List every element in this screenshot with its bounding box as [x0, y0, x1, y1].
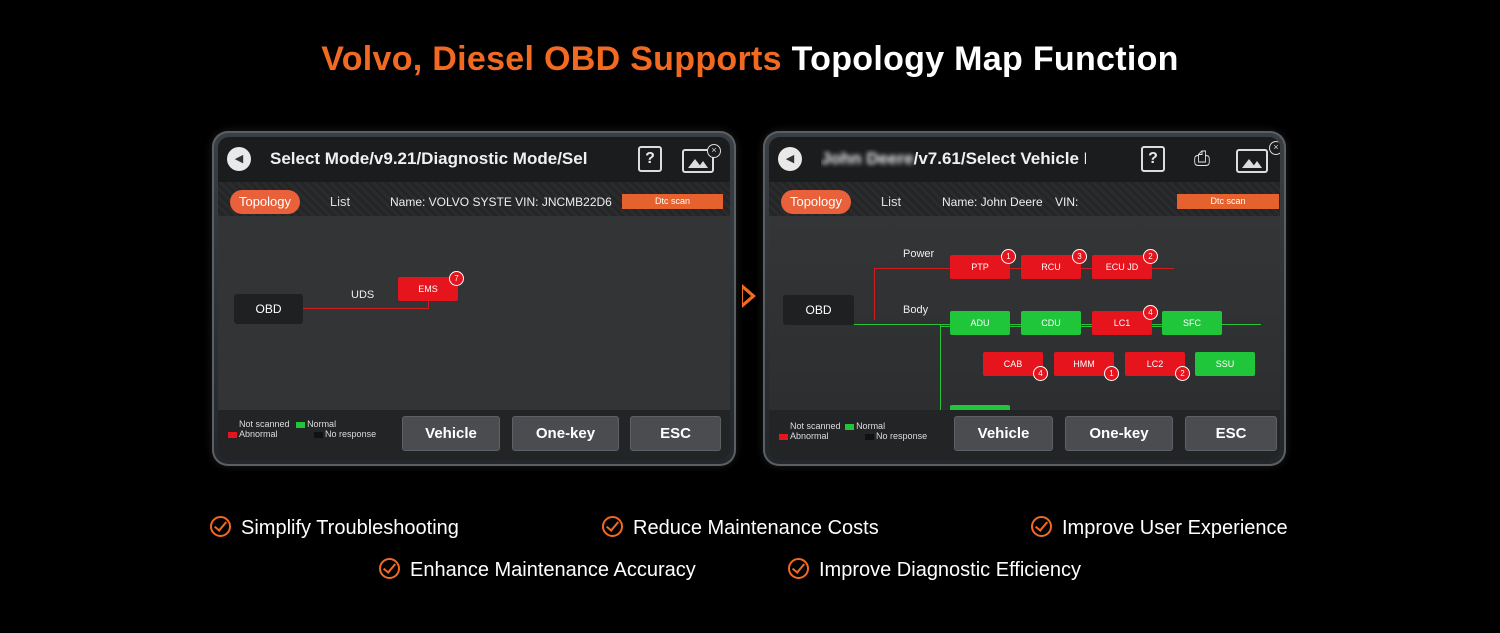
dtc-count-badge: 1 — [1104, 366, 1119, 381]
esc-button[interactable]: ESC — [1185, 416, 1277, 451]
vehicle-name-vin: Name: VOLVO SYSTE VIN: JNCMB22D6LU0 — [390, 195, 612, 209]
right-bottombar: Not scanned Normal Abnormal No response … — [769, 410, 1280, 460]
esc-button[interactable]: ESC — [630, 416, 721, 451]
headline-rest: Topology Map Function — [791, 40, 1179, 78]
check-circle-icon — [379, 558, 400, 579]
connection-line — [303, 308, 429, 309]
back-icon[interactable]: ◀ — [227, 147, 251, 171]
breadcrumb-path: Select Mode/v9.21/Diagnostic Mode/Sele — [270, 149, 588, 168]
help-icon[interactable]: ? — [638, 146, 662, 172]
ecu-node-rcu[interactable]: RCU — [1021, 255, 1081, 279]
check-circle-icon — [210, 516, 231, 537]
right-screen: ◀ John Deere/v7.61/Select Vehicle M ? ⎙ … — [769, 137, 1280, 460]
dtc-count-badge: 4 — [1033, 366, 1048, 381]
ecu-node-ecu-jd[interactable]: ECU JD — [1092, 255, 1152, 279]
headline-highlight: Volvo, Diesel OBD Supports — [321, 40, 782, 78]
feature-text: Reduce Maintenance Costs — [633, 517, 879, 539]
breadcrumb-path: John Deere/v7.61/Select Vehicle M — [821, 149, 1086, 169]
left-screen: ◀ Select Mode/v9.21/Diagnostic Mode/Sele… — [218, 137, 730, 460]
feature-text: Enhance Maintenance Accuracy — [410, 559, 696, 581]
vehicle-report-button[interactable]: Vehicle Report — [402, 416, 500, 460]
feature-item: Improve User Experience — [1031, 516, 1288, 540]
one-key-erasure-button[interactable]: One-key erasure — [512, 416, 619, 460]
screenshot-icon[interactable] — [1236, 149, 1268, 173]
check-circle-icon — [602, 516, 623, 537]
ecu-node-sfc[interactable]: SFC — [1162, 311, 1222, 335]
dtc-count-badge: 2 — [1143, 249, 1158, 264]
vehicle-report-button[interactable]: Vehicle Report — [954, 416, 1053, 460]
dtc-scan-button[interactable]: Dtc scan — [1177, 194, 1279, 209]
legend-abnormal: Abnormal — [239, 429, 278, 439]
ecu-node-ssu[interactable]: SSU — [1195, 352, 1255, 376]
legend-not-scanned: Not scanned — [790, 421, 841, 431]
ecu-node-ptp[interactable]: PTP — [950, 255, 1010, 279]
feature-item: Simplify Troubleshooting — [210, 516, 459, 540]
ecu-node-adu[interactable]: ADU — [950, 311, 1010, 335]
dtc-count-badge: 4 — [1143, 305, 1158, 320]
check-circle-icon — [788, 558, 809, 579]
legend-no-response: No response — [876, 431, 928, 441]
check-circle-icon — [1031, 516, 1052, 537]
feature-item: Enhance Maintenance Accuracy — [379, 558, 696, 582]
topology-canvas: OBD UDS EMS 7 — [218, 216, 730, 410]
tab-topology[interactable]: Topology — [781, 190, 851, 214]
back-icon[interactable]: ◀ — [778, 147, 802, 171]
ecu-node-hmm[interactable]: HMM — [1054, 352, 1114, 376]
vehicle-name: Name: John Deere — [942, 195, 1043, 209]
legend: Not scanned Normal Abnormal No response — [779, 421, 927, 441]
legend-abnormal: Abnormal — [790, 431, 829, 441]
feature-text: Improve User Experience — [1062, 517, 1288, 539]
dtc-count-badge: 3 — [1072, 249, 1087, 264]
right-topbar: ◀ John Deere/v7.61/Select Vehicle M ? ⎙ … — [769, 137, 1280, 182]
left-tabbar: Topology List Name: VOLVO SYSTE VIN: JNC… — [218, 182, 730, 216]
ecu-node-cdu[interactable]: CDU — [1021, 311, 1081, 335]
arrow-right-icon — [742, 284, 756, 308]
feature-item: Improve Diagnostic Efficiency — [788, 558, 1081, 582]
legend-not-scanned: Not scanned — [239, 419, 290, 429]
left-topbar: ◀ Select Mode/v9.21/Diagnostic Mode/Sele… — [218, 137, 730, 182]
vehicle-vin: VIN: — [1055, 195, 1079, 209]
legend-normal: Normal — [307, 419, 337, 429]
blurred-brand: John Deere — [821, 149, 914, 168]
close-small-icon[interactable]: × — [707, 144, 721, 158]
print-icon[interactable]: ⎙ — [1194, 148, 1210, 170]
protocol-label: UDS — [351, 289, 375, 301]
dtc-count-badge: 7 — [449, 271, 464, 286]
power-bus-label: Power — [903, 248, 935, 260]
legend: Not scanned Normal Abnormal No response — [228, 419, 376, 439]
help-icon[interactable]: ? — [1141, 146, 1165, 172]
ecu-node-lc1[interactable]: LC1 — [1092, 311, 1152, 335]
feature-text: Improve Diagnostic Efficiency — [819, 559, 1081, 581]
body-bus-label: Body — [903, 304, 929, 316]
ems-node[interactable]: EMS — [398, 277, 458, 301]
dtc-count-badge: 2 — [1175, 366, 1190, 381]
obd-node[interactable]: OBD — [234, 294, 303, 324]
right-tabbar: Topology List Name: John Deere VIN: Dtc … — [769, 182, 1280, 216]
legend-normal: Normal — [856, 421, 886, 431]
one-key-erasure-button[interactable]: One-key erasure — [1065, 416, 1173, 460]
dtc-scan-button[interactable]: Dtc scan — [622, 194, 723, 209]
breadcrumb-path-text: /v7.61/Select Vehicle M — [913, 149, 1086, 168]
obd-node[interactable]: OBD — [783, 295, 854, 325]
screenshot-icon[interactable] — [682, 149, 714, 173]
dtc-count-badge: 1 — [1001, 249, 1016, 264]
right-tablet: ◀ John Deere/v7.61/Select Vehicle M ? ⎙ … — [763, 131, 1286, 466]
feature-item: Reduce Maintenance Costs — [602, 516, 879, 540]
connection-line — [874, 268, 875, 320]
topology-canvas: OBD Power Body PTP 1 RCU 3 ECU JD 2 ADU … — [769, 216, 1280, 417]
close-small-icon[interactable]: × — [1269, 141, 1280, 155]
tab-list[interactable]: List — [880, 194, 902, 209]
headline: Volvo, Diesel OBD Supports Topology Map … — [0, 40, 1500, 79]
connection-line — [428, 301, 429, 309]
left-tablet: ◀ Select Mode/v9.21/Diagnostic Mode/Sele… — [212, 131, 736, 466]
feature-text: Simplify Troubleshooting — [241, 517, 459, 539]
connection-line — [940, 324, 941, 416]
tab-list[interactable]: List — [329, 194, 351, 209]
legend-no-response: No response — [325, 429, 377, 439]
tab-topology[interactable]: Topology — [230, 190, 300, 214]
left-bottombar: Not scanned Normal Abnormal No response … — [218, 410, 730, 460]
